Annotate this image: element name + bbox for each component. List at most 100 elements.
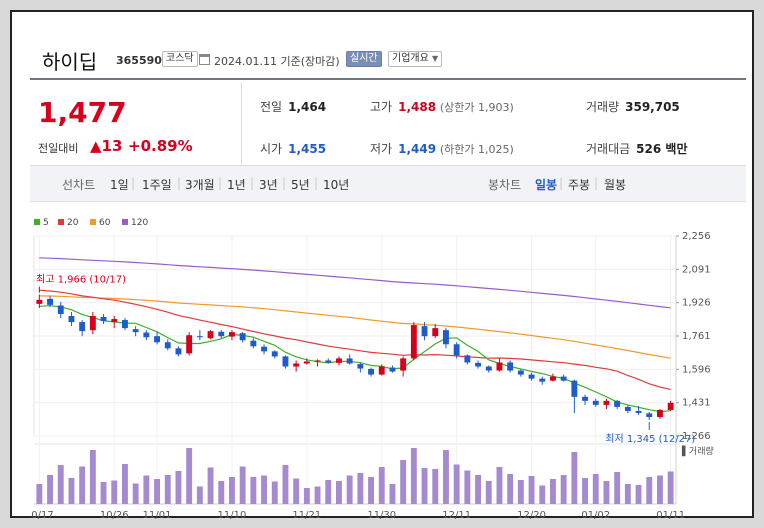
candle-body [485, 366, 492, 371]
volume-bar [261, 475, 267, 504]
x-tick-label: 11/30 [367, 510, 396, 520]
x-tick-label: 11/01 [143, 510, 172, 520]
swatch [122, 219, 128, 225]
volume-bar [453, 464, 460, 504]
base-date: 2024.01.11 기준(장마감) [214, 55, 340, 68]
candle-body [346, 358, 353, 364]
volume-bar [539, 485, 546, 504]
candle-body [303, 361, 310, 364]
legend-ma20: 20 [58, 218, 78, 228]
metric-label: 거래대금 [586, 142, 631, 156]
legend-ma5: 5 [34, 218, 49, 228]
volume-bar [410, 448, 417, 504]
change-value: ▲13 [90, 137, 123, 155]
stock-header: 하이딥 365590 코스닥 2024.01.11 기준(장마감) 실시간 기업… [30, 40, 746, 80]
candle-body [667, 402, 674, 410]
low-annotation: 최저 1,345 (12/27) [605, 433, 695, 445]
candle-body [432, 328, 439, 337]
candle-chart-label: 봉차트 [488, 178, 522, 192]
ma20-line [39, 289, 671, 390]
volume-bar [485, 481, 492, 504]
stock-name: 하이딥 [42, 50, 98, 74]
volume-bar [239, 466, 246, 504]
metric-label: 전일 [260, 100, 283, 114]
volume-bar [100, 482, 107, 504]
volume-bar [57, 465, 64, 504]
company-overview-dropdown[interactable]: 기업개요 ▼ [388, 51, 443, 67]
period-5y[interactable]: 5년 [291, 178, 310, 192]
volume-bar [635, 485, 642, 504]
metric-low: 저가 1,449 (하한가 1,025) [370, 140, 514, 157]
volume-bar [389, 484, 396, 504]
candle-body [475, 362, 481, 367]
x-tick-label: 12/11 [442, 510, 471, 520]
period-1y[interactable]: 1년 [227, 178, 246, 192]
volume-bar [443, 450, 449, 504]
candle-body [271, 351, 278, 357]
x-tick-label: 11/10 [218, 510, 247, 520]
period-1w[interactable]: 1주일 [142, 178, 172, 192]
volume-bar [507, 474, 514, 504]
volume-bar [336, 481, 342, 504]
volume-bar [582, 478, 588, 504]
upper-limit: (상한가 1,903) [439, 101, 514, 114]
period-3y[interactable]: 3년 [259, 178, 278, 192]
volume-bar [89, 450, 96, 504]
x-tick-label: 12/20 [517, 510, 546, 520]
candle-body [507, 362, 514, 371]
candle-body [36, 299, 43, 304]
divider: | [131, 176, 136, 190]
candle-monthly[interactable]: 월봉 [604, 178, 627, 192]
x-tick-label: 10/17 [30, 510, 54, 520]
metric-high: 고가 1,488 (상한가 1,903) [370, 98, 514, 115]
volume-bar [218, 481, 225, 504]
swatch [90, 219, 96, 225]
candle-body [154, 336, 160, 343]
metric-value: 526 백만 [636, 142, 688, 156]
period-10y[interactable]: 10년 [323, 178, 350, 192]
divider: | [282, 176, 287, 190]
market-badge: 코스닥 [162, 51, 198, 67]
volume-bar [592, 474, 599, 504]
period-1d[interactable]: 1일 [110, 178, 129, 192]
y-tick-label: 2,091 [682, 264, 711, 275]
volume-bar [154, 479, 160, 504]
candle-body [207, 331, 214, 339]
candle-body [443, 330, 449, 345]
candle-body [560, 376, 567, 381]
volume-bar [303, 488, 310, 504]
candle-body [282, 356, 289, 367]
divider: | [594, 176, 599, 190]
candle-body [111, 319, 118, 323]
metric-prev-close: 전일 1,464 [260, 98, 326, 115]
high-annotation: 최고 1,966 (10/17) [36, 274, 126, 286]
volume-bar [132, 483, 139, 504]
realtime-button[interactable]: 실시간 [346, 51, 382, 67]
change-percent: +0.89% [128, 137, 193, 155]
volume-bar [250, 477, 257, 504]
candle-daily[interactable]: 일봉 [535, 178, 558, 192]
metric-value: 1,449 [398, 142, 437, 156]
candle-body [646, 413, 653, 418]
volume-bar [646, 477, 653, 504]
period-3m[interactable]: 3개월 [185, 178, 215, 192]
candle-weekly[interactable]: 주봉 [568, 178, 591, 192]
candle-body [122, 320, 128, 329]
volume-bar [293, 478, 300, 504]
candle-body [229, 332, 235, 337]
volume-bar [314, 486, 321, 504]
legend-label: 120 [131, 218, 149, 228]
metric-label: 고가 [370, 100, 393, 114]
divider: | [250, 176, 255, 190]
metric-amount: 거래대금 526 백만 [586, 140, 687, 157]
volume-bar [571, 452, 578, 504]
divider: | [559, 176, 564, 190]
candle-body [68, 316, 75, 323]
candle-body [47, 298, 53, 305]
volume-bar [196, 486, 203, 504]
candle-body [614, 400, 621, 407]
candle-body [293, 363, 300, 367]
period-toolbar: 선차트 1일 | 1주일 | 3개월 | 1년 | 3년 | 5년 | 10년 … [30, 166, 746, 202]
volume-bar [229, 477, 235, 504]
metric-value: 1,464 [288, 100, 327, 114]
